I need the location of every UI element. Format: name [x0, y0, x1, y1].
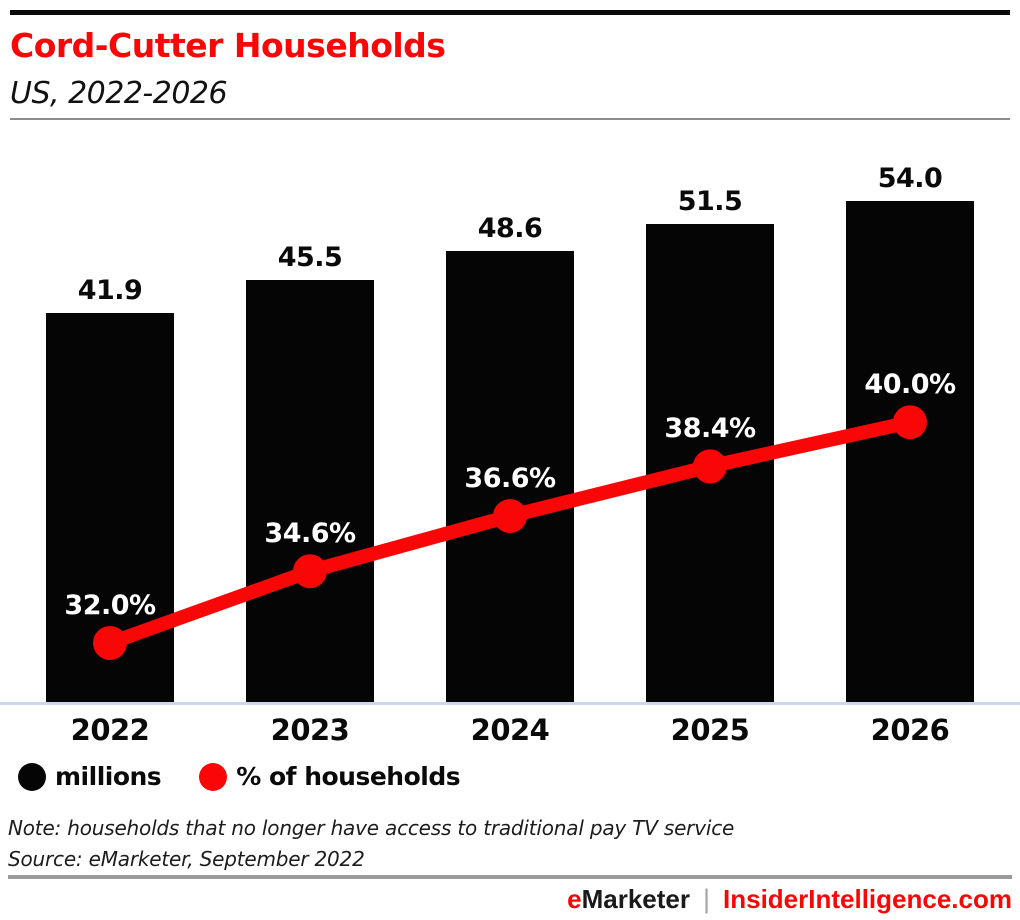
legend-label: millions — [55, 762, 162, 791]
emarketer-logo: eMarketer — [567, 884, 690, 915]
x-tick-2022: 2022 — [70, 713, 150, 747]
footer-separator: | — [703, 884, 711, 914]
bar-2022 — [46, 313, 174, 702]
bar-2025 — [646, 224, 774, 702]
page-title: Cord-Cutter Households — [10, 26, 446, 65]
bar-2026 — [846, 200, 974, 702]
emarketer-logo-rest: Marketer — [581, 884, 690, 914]
x-tick-2025: 2025 — [670, 713, 750, 747]
line-value-2022: 32.0% — [64, 590, 156, 621]
page-subtitle: US, 2022-2026 — [10, 76, 228, 111]
footer: eMarketer | InsiderIntelligence.com — [567, 884, 1012, 915]
top-rule — [10, 10, 1010, 15]
x-tick-2024: 2024 — [470, 713, 550, 747]
line-value-2023: 34.6% — [264, 518, 356, 550]
emarketer-logo-e: e — [567, 884, 582, 914]
bar-2023 — [246, 279, 374, 702]
note-text: Note: households that no longer have acc… — [8, 816, 735, 840]
legend: millions % of households — [18, 762, 461, 791]
bar-value-2025: 51.5 — [677, 186, 743, 218]
source-text: Source: eMarketer, September 2022 — [8, 847, 365, 871]
x-tick-2023: 2023 — [270, 713, 350, 747]
line-value-2026: 40.0% — [864, 369, 956, 401]
legend-swatch-icon — [199, 762, 228, 791]
x-tick-2026: 2026 — [870, 713, 950, 747]
legend-swatch-icon — [18, 762, 46, 791]
x-axis-line — [0, 702, 1020, 705]
legend-label: % of households — [236, 762, 461, 791]
footer-divider — [8, 875, 1012, 879]
bar-value-2023: 45.5 — [277, 241, 343, 273]
bar-value-2024: 48.6 — [477, 212, 543, 244]
insider-intelligence-link[interactable]: InsiderIntelligence.com — [723, 884, 1012, 914]
legend-item-millions: millions — [18, 762, 162, 791]
line-value-2025: 38.4% — [664, 413, 756, 445]
bar-value-2022: 41.9 — [77, 275, 143, 307]
legend-item-pct-of-households: % of households — [199, 762, 461, 791]
line-value-2024: 36.6% — [464, 463, 556, 495]
subtitle-divider — [10, 118, 1010, 120]
bar-value-2026: 54.0 — [877, 162, 943, 194]
